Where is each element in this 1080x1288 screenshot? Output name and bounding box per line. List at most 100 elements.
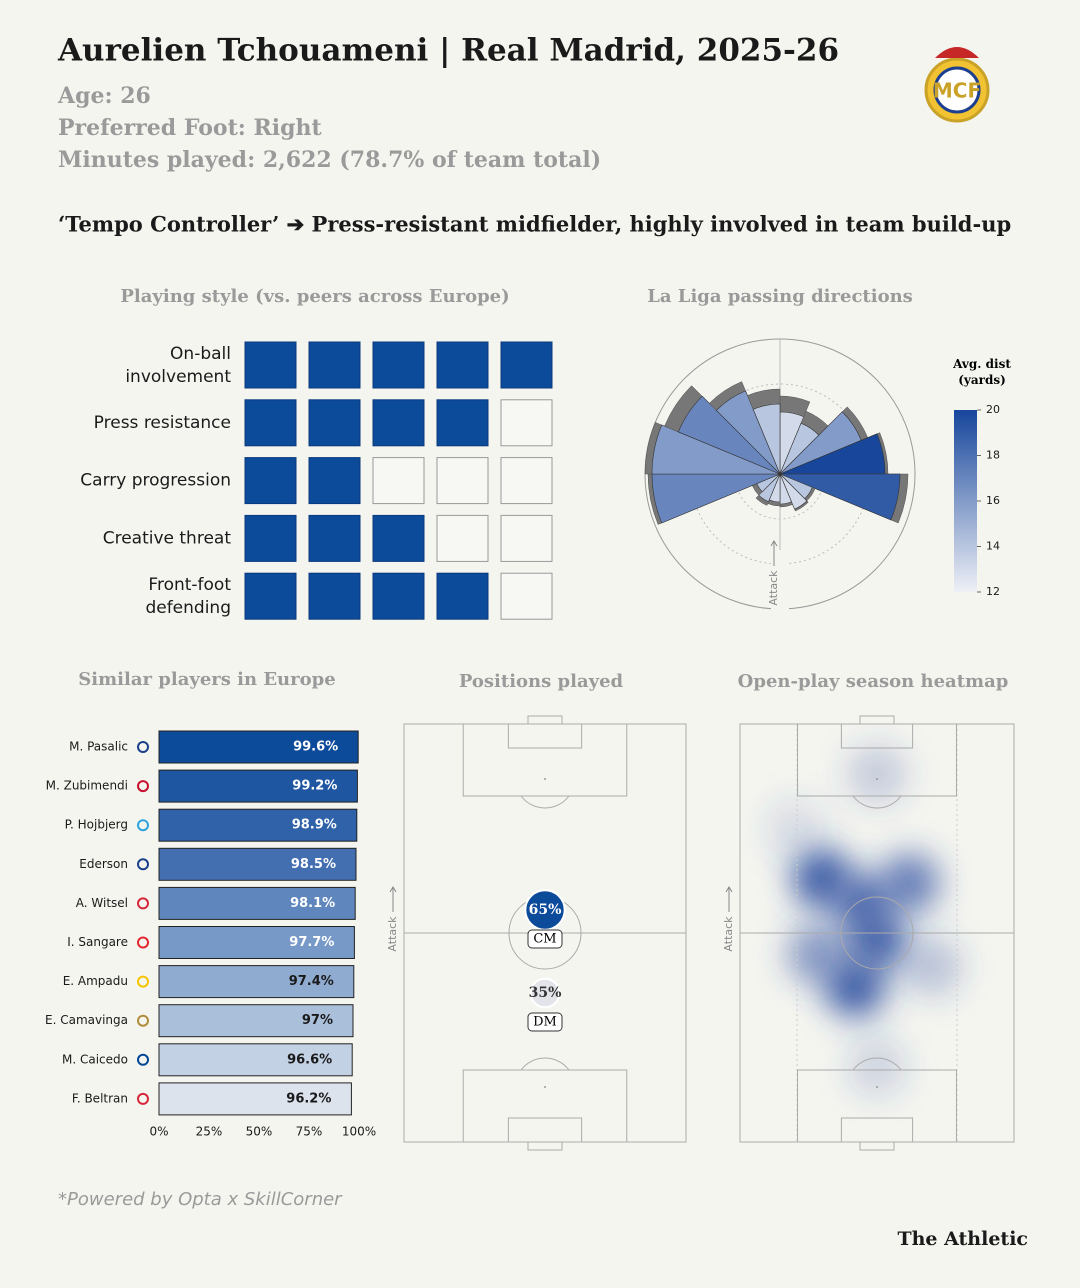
club-icon (137, 858, 149, 871)
club-icon (137, 936, 149, 949)
position-label: DM (533, 1015, 557, 1030)
position-tag (527, 929, 563, 949)
rating-box (244, 514, 297, 562)
club-icon (137, 1014, 149, 1027)
colorbar-title: Avg. dist (yards) (952, 357, 1011, 387)
heat-blob (764, 798, 825, 859)
player-name: E. Camavinga (45, 1013, 128, 1027)
player-name: A. Witsel (76, 896, 128, 910)
title: Aurelien Tchouameni | Real Madrid, 2025-… (57, 33, 839, 69)
player-name: E. Ampadu (63, 974, 128, 988)
player-name: I. Sangare (67, 935, 128, 949)
penalty-arc (852, 1057, 902, 1071)
direction-wedge (752, 403, 781, 475)
goal (527, 1141, 563, 1151)
rating-box (244, 399, 297, 447)
bar (158, 769, 358, 803)
heat-blob (847, 911, 907, 972)
rating-box (500, 457, 553, 505)
rating-box (436, 399, 489, 447)
bar (158, 847, 357, 881)
value-label: 98.5% (291, 857, 336, 872)
row-label: Creative threat (103, 528, 232, 548)
penalty-arc (520, 795, 570, 809)
bar (158, 965, 355, 999)
bar (158, 886, 356, 920)
value-label: 98.9% (292, 818, 337, 833)
direction-wedge (779, 473, 808, 510)
club-icon (137, 780, 149, 793)
foot: Preferred Foot: Right (58, 115, 323, 141)
position-share: 35% (529, 985, 562, 1001)
goal (859, 715, 895, 725)
club-icon (137, 819, 149, 832)
position-tag (527, 1012, 563, 1032)
rating-box (436, 514, 489, 562)
club-icon (137, 897, 149, 910)
brand: The Athletic (897, 1228, 1028, 1250)
colorbar-tick-label: 14 (986, 540, 1000, 553)
colorbar (954, 410, 977, 592)
penalty-spot (876, 778, 878, 780)
bar (158, 730, 359, 764)
section-title: La Liga passing directions (647, 286, 913, 307)
value-label: 97.7% (289, 935, 334, 950)
colorbar-tick-label: 12 (986, 585, 1000, 598)
rating-box (436, 457, 489, 505)
attack-bg (771, 550, 789, 610)
rating-box (244, 572, 297, 620)
rating-box (500, 514, 553, 562)
direction-wedge (651, 424, 781, 475)
x-tick-label: 25% (196, 1125, 223, 1139)
rating-box (436, 572, 489, 620)
rating-box (436, 341, 489, 389)
section-title: Similar players in Europe (78, 669, 335, 690)
value-label: 99.6% (293, 740, 338, 755)
position-share: 65% (529, 902, 562, 918)
centre-circle (840, 896, 914, 970)
value-label: 96.6% (287, 1052, 332, 1067)
penalty-spot (544, 778, 546, 780)
x-tick-label: 50% (246, 1125, 273, 1139)
footnote: *Powered by Opta x SkillCorner (58, 1189, 343, 1210)
bar (158, 1004, 354, 1038)
rating-box (308, 572, 361, 620)
colorbar-tick-label: 20 (986, 403, 1000, 416)
row-label: Press resistance (94, 413, 231, 433)
six-yard-box (507, 1117, 583, 1143)
section-title: Positions played (459, 671, 624, 692)
penalty-arc (520, 1057, 570, 1071)
rating-box (372, 457, 425, 505)
attack-arrowhead (770, 540, 778, 547)
row-label: On-ball involvement (125, 344, 231, 387)
bar (158, 926, 355, 959)
goal (527, 715, 563, 725)
direction-wedge (779, 473, 901, 521)
rating-box (500, 572, 553, 620)
heat-layer (764, 744, 962, 1097)
player-name: Ederson (79, 857, 128, 871)
goal (859, 1141, 895, 1151)
pitch (403, 715, 687, 1151)
penalty-spot (544, 1086, 546, 1088)
position-label: CM (533, 932, 556, 947)
bar (158, 1082, 352, 1116)
value-label: 97.4% (289, 974, 334, 989)
rating-box (308, 399, 361, 447)
player-name: M. Pasalic (69, 740, 128, 754)
rating-box (308, 457, 361, 505)
penalty-box (462, 723, 628, 797)
age: Age: 26 (57, 83, 151, 109)
six-yard-box (840, 1117, 914, 1143)
attack-arrowhead (389, 886, 397, 893)
colorbar-tick-label: 18 (986, 449, 1000, 462)
rating-box (244, 341, 297, 389)
x-tick-label: 75% (296, 1125, 323, 1139)
position-bubble (529, 977, 561, 1009)
direction-wedge (715, 390, 781, 475)
rating-box (372, 572, 425, 620)
six-yard-box (507, 723, 583, 749)
penalty-box (462, 1069, 628, 1143)
